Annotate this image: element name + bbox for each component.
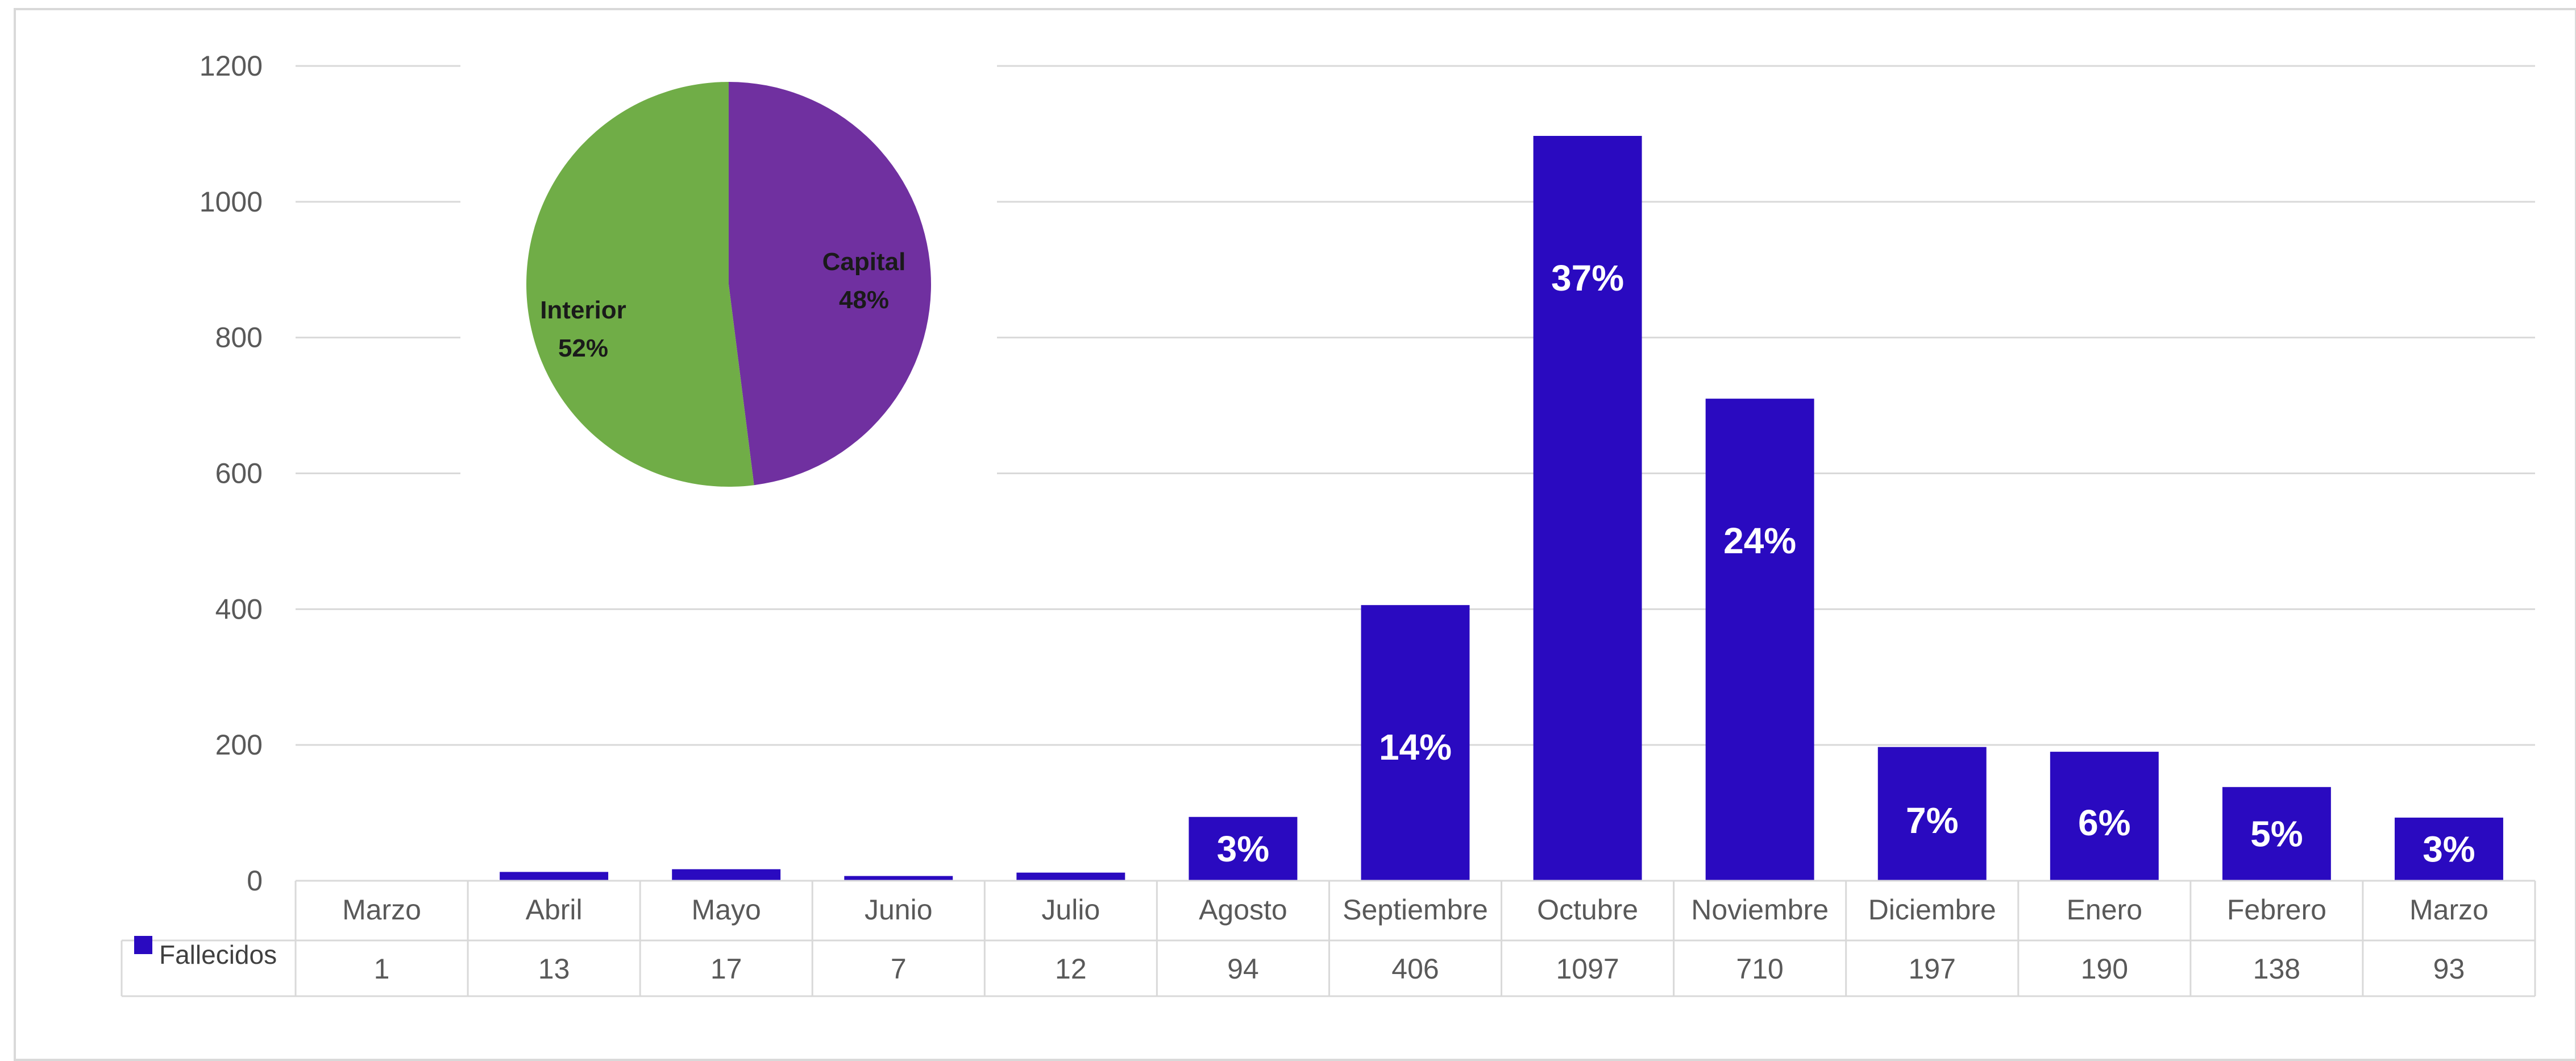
data-table-value: 94: [1227, 953, 1259, 985]
pie-slice-percent: 48%: [839, 286, 889, 314]
pie-slice-label: Capital: [822, 248, 906, 276]
bar-data-label: 24%: [1723, 520, 1796, 561]
chart-frame: [14, 8, 2576, 1061]
data-table-value: 197: [1909, 953, 1956, 985]
y-tick-label: 1200: [200, 50, 263, 82]
x-category-label: Mayo: [692, 894, 761, 926]
bar: [844, 876, 953, 881]
pie-slice: [526, 81, 754, 487]
y-tick-label: 200: [215, 729, 263, 761]
pie-slice-label: Interior: [540, 296, 626, 324]
y-tick-label: 1000: [200, 186, 263, 218]
data-table-value: 710: [1736, 953, 1783, 985]
bar: [2050, 752, 2159, 881]
bar: [500, 872, 609, 881]
bar-data-label: 37%: [1551, 258, 1624, 299]
y-tick-label: 400: [215, 593, 263, 625]
bar-data-label: 3%: [1217, 828, 1270, 869]
x-category-label: Agosto: [1199, 894, 1287, 926]
x-category-label: Octubre: [1537, 894, 1638, 926]
x-category-label: Marzo: [342, 894, 421, 926]
data-table-value: 7: [891, 953, 907, 985]
data-table-value: 17: [711, 953, 742, 985]
data-table-value: 93: [2433, 953, 2465, 985]
pie-chart: Capital 48% Interior 52%: [460, 34, 997, 517]
x-category-label: Septiembre: [1343, 894, 1488, 926]
bar: [1189, 817, 1298, 881]
bar: [1016, 872, 1125, 881]
y-tick-label: 0: [247, 865, 263, 897]
bar: [1705, 399, 1814, 881]
bar: [1361, 605, 1470, 881]
y-axis-ticks: 0 200 400 600 800 1000 1200: [200, 50, 263, 897]
x-category-label: Julio: [1041, 894, 1100, 926]
bar-data-label: 6%: [2078, 802, 2131, 843]
bar-data-label: 3%: [2423, 828, 2475, 869]
y-tick-label: 600: [215, 458, 263, 490]
data-table: Marzo 1 Abril 13 Mayo 17 Junio 7 Julio 12 Agosto 94…: [121, 880, 2536, 997]
x-category-label: Marzo: [2409, 894, 2488, 926]
x-category-label: Noviembre: [1691, 894, 1829, 926]
x-category-label: Diciembre: [1868, 894, 1996, 926]
bar: [2394, 817, 2503, 881]
bar: [672, 869, 781, 881]
bar-data-label: 7%: [1906, 800, 1959, 841]
bar-data-labels: 3% 14% 37% 24% 7% 6% 5% 3%: [1217, 258, 2475, 869]
data-table-value: 1: [374, 953, 390, 985]
x-category-label: Abril: [526, 894, 583, 926]
pie-slice: [729, 82, 931, 486]
bar-data-label: 14%: [1379, 727, 1452, 768]
data-table-value: 406: [1391, 953, 1439, 985]
data-table-value: 138: [2253, 953, 2300, 985]
bars: [327, 135, 2503, 881]
legend-label: Fallecidos: [159, 940, 277, 969]
legend-swatch: [134, 936, 152, 954]
data-table-value: 1097: [1556, 953, 1619, 985]
data-table-value: 190: [2081, 953, 2128, 985]
bar: [1877, 747, 1987, 881]
pie-slice-percent: 52%: [558, 334, 608, 362]
data-table-value: 13: [538, 953, 570, 985]
x-category-label: Junio: [865, 894, 933, 926]
bar: [1533, 135, 1642, 881]
data-table-value: 12: [1055, 953, 1087, 985]
y-tick-label: 800: [215, 322, 263, 354]
bar: [2222, 787, 2331, 881]
x-category-label: Enero: [2067, 894, 2142, 926]
x-category-label: Febrero: [2227, 894, 2326, 926]
bar-data-label: 5%: [2250, 814, 2303, 855]
